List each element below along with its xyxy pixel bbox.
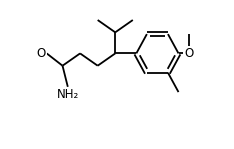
Text: O: O <box>184 47 194 60</box>
Text: O: O <box>37 47 46 60</box>
Text: NH₂: NH₂ <box>57 88 79 101</box>
